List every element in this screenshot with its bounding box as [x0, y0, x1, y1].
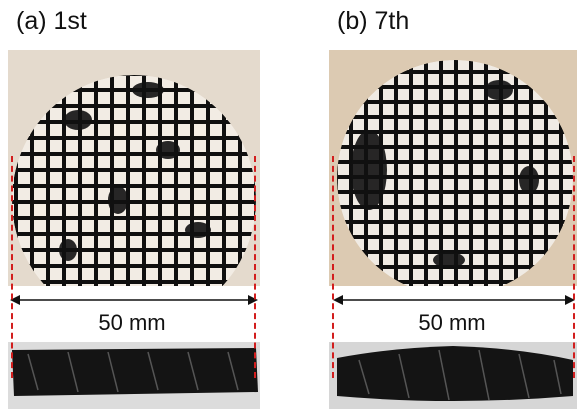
panel-b-side-view-photo [329, 340, 577, 409]
panel-a-dimension-band [8, 286, 260, 342]
panel-a-dimension-label: 50 mm [98, 310, 166, 335]
panel-a-right-guide [254, 156, 256, 378]
panel-b-left-guide [332, 156, 334, 378]
panel-b-label: (b) 7th [337, 7, 410, 35]
panel-a-top-view-photo [8, 50, 260, 295]
panel-a-left-guide [11, 156, 13, 378]
panel-b-top-view-photo [329, 50, 577, 295]
panel-b-dimension-label: 50 mm [418, 310, 486, 335]
panel-b-right-guide [573, 156, 575, 378]
panel-b-dimension-band [329, 286, 577, 342]
panel-b-dimension-arrow [333, 295, 575, 305]
panel-a-side-view-photo [8, 340, 260, 409]
panel-a-label: (a) 1st [16, 7, 87, 35]
panel-a-dimension-arrow [10, 295, 258, 305]
